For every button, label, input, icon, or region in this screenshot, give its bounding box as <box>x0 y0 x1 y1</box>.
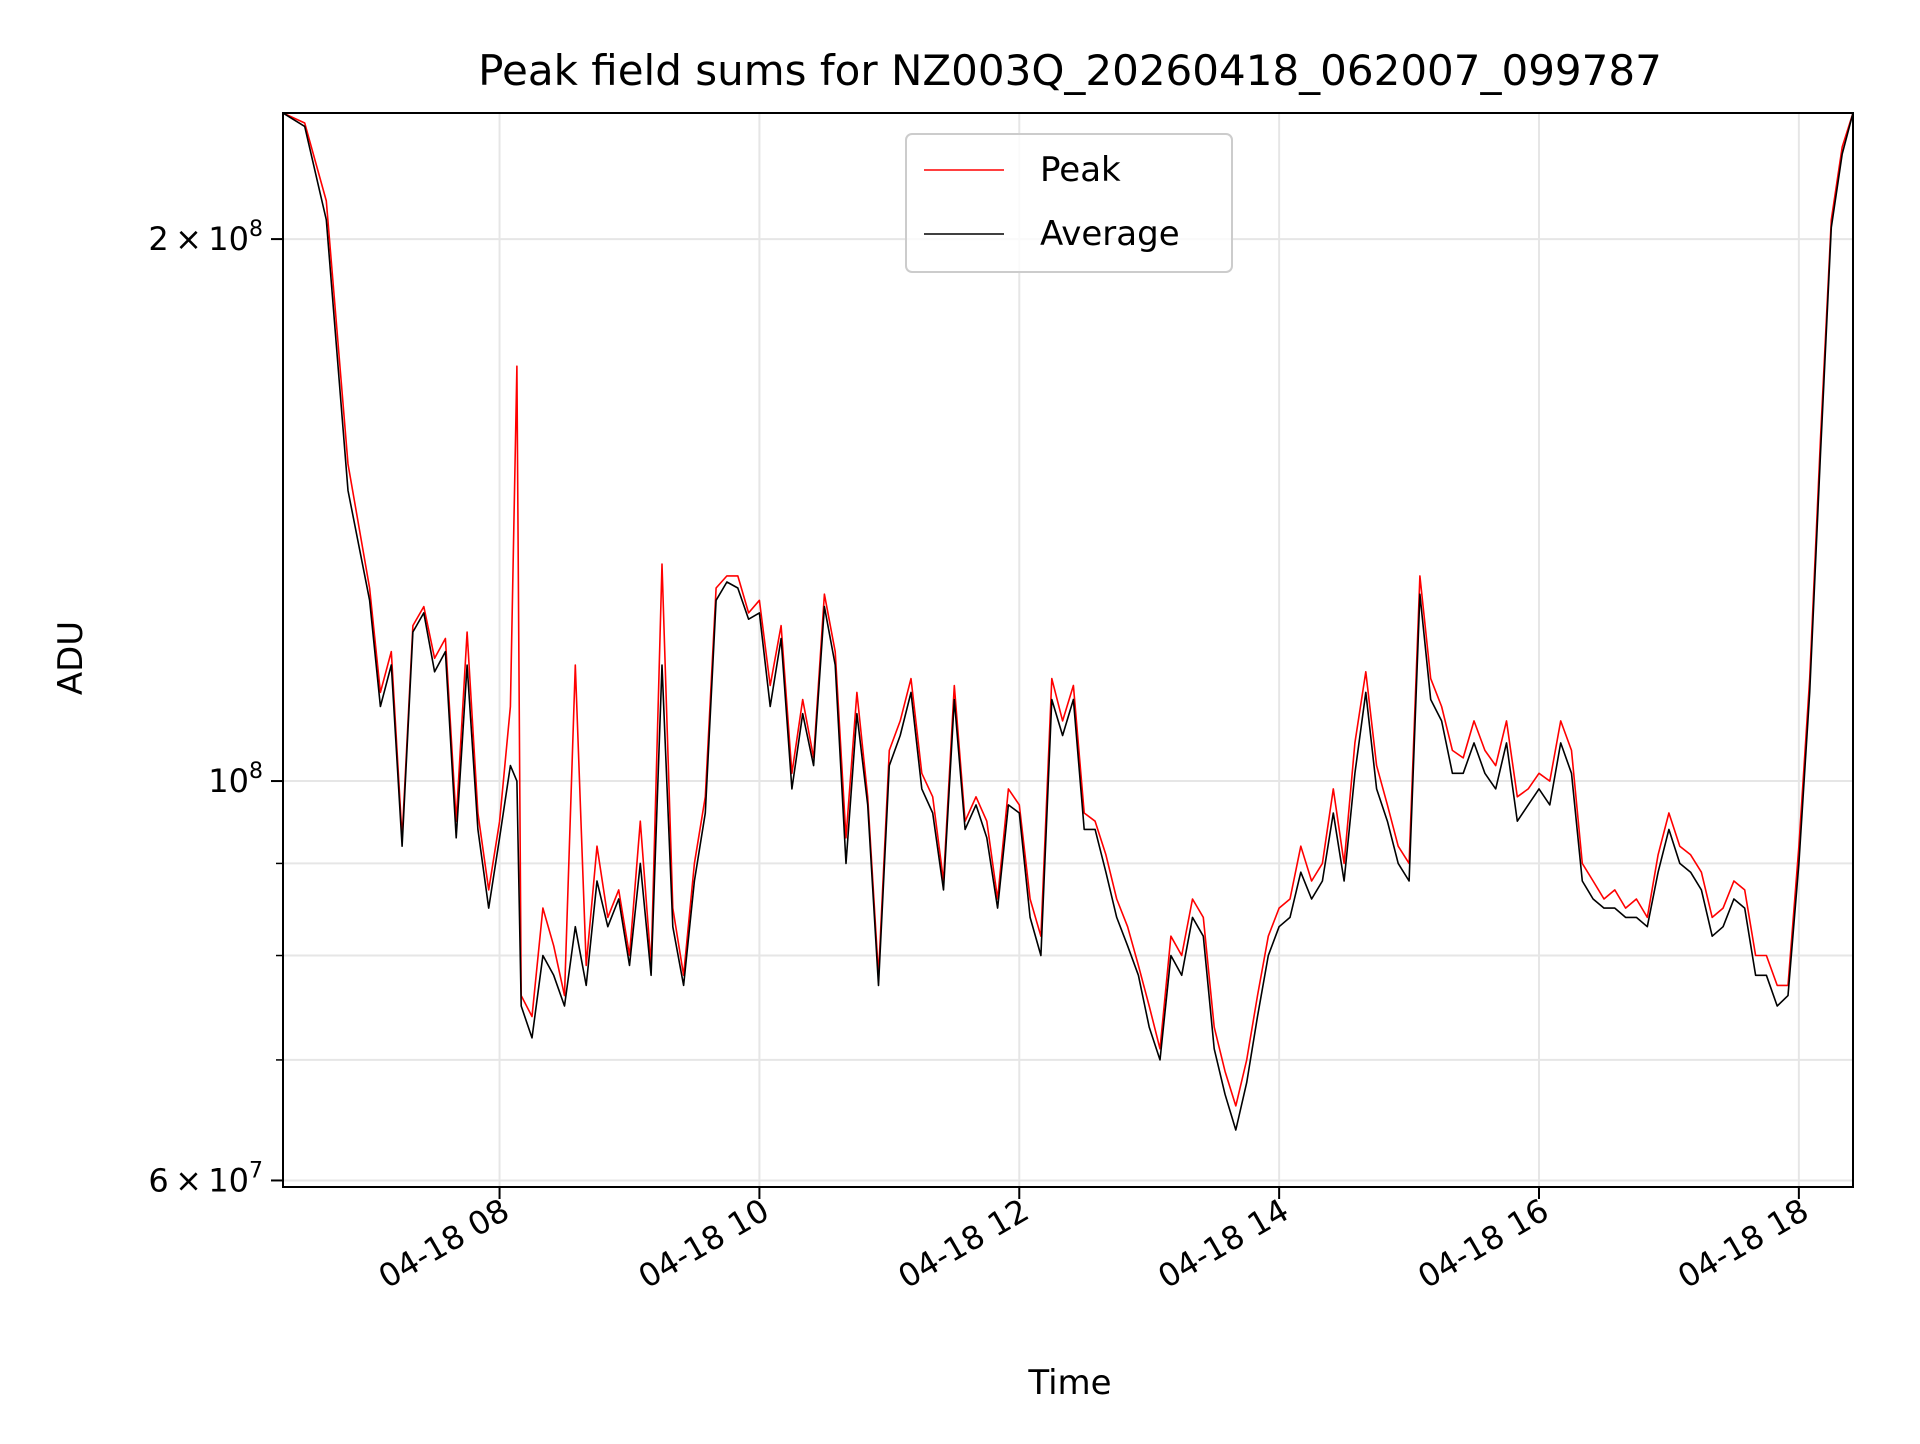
legend-box <box>905 133 1233 273</box>
y-axis-label: ADU <box>51 621 91 695</box>
legend-label-peak: Peak <box>1040 150 1121 190</box>
legend-label-average: Average <box>1040 214 1180 254</box>
grid-lines <box>283 113 1853 1187</box>
x-axis-label: Time <box>1027 1363 1111 1403</box>
y-tick-label: 108 <box>208 759 263 800</box>
y-tick-label: 6 × 107 <box>148 1158 263 1199</box>
plot-area-frame <box>282 112 1854 1188</box>
series-layer <box>283 113 1853 1131</box>
series-line-peak <box>283 113 1853 1107</box>
chart-title: Peak field sums for NZ003Q_20260418_0620… <box>478 46 1662 95</box>
legend: Peak Average <box>905 133 1233 273</box>
series-line-average <box>283 113 1853 1131</box>
y-tick-label: 2 × 108 <box>148 217 263 258</box>
